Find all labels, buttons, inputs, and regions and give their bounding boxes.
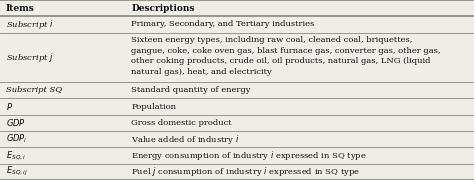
Text: $GDP_i$: $GDP_i$ <box>6 133 27 145</box>
Text: Fuel $j$ consumption of industry $i$ expressed in SQ type: Fuel $j$ consumption of industry $i$ exp… <box>131 165 360 178</box>
Text: $E_{SQ,ij}$: $E_{SQ,ij}$ <box>6 165 27 178</box>
Text: $E_{SQ,i}$: $E_{SQ,i}$ <box>6 149 26 162</box>
Text: Standard quantity of energy: Standard quantity of energy <box>131 86 251 94</box>
Text: Descriptions: Descriptions <box>131 4 195 13</box>
Text: Items: Items <box>6 4 35 13</box>
Text: Value added of industry $i$: Value added of industry $i$ <box>131 133 240 146</box>
Text: Subscript SQ: Subscript SQ <box>6 86 62 94</box>
Text: $P$: $P$ <box>6 101 13 112</box>
Text: Subscript $j$: Subscript $j$ <box>6 51 54 64</box>
Text: Energy consumption of industry $i$ expressed in SQ type: Energy consumption of industry $i$ expre… <box>131 149 367 162</box>
Text: Subscript $i$: Subscript $i$ <box>6 18 54 31</box>
Text: Population: Population <box>131 103 176 111</box>
Text: $GDP$: $GDP$ <box>6 117 26 128</box>
Text: Primary, Secondary, and Tertiary industries: Primary, Secondary, and Tertiary industr… <box>131 21 315 28</box>
Text: Sixteen energy types, including raw coal, cleaned coal, briquettes,
gangue, coke: Sixteen energy types, including raw coal… <box>131 36 441 76</box>
Text: Gross domestic product: Gross domestic product <box>131 119 232 127</box>
